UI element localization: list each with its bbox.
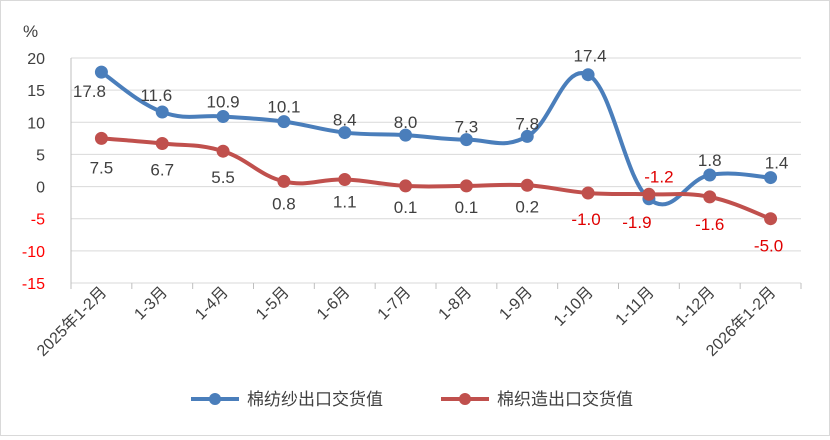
data-labels: 17.8 11.6 10.9 10.1 8.4 8.0 7.3 7.8 17.4 -1.9 1.8 1… xyxy=(73,47,789,256)
series-point xyxy=(703,168,717,182)
data-label: 5.5 xyxy=(211,168,235,187)
data-label: 1.4 xyxy=(765,154,789,173)
series-point xyxy=(764,171,778,185)
x-tick-label: 1-7月 xyxy=(375,284,415,324)
series-point xyxy=(520,129,534,143)
y-tick-label: 0 xyxy=(36,180,45,197)
data-label: 0.2 xyxy=(515,197,539,216)
data-label: -1.6 xyxy=(695,215,724,234)
x-tick-label: 1-8月 xyxy=(436,284,476,324)
data-label: 8.4 xyxy=(333,111,357,130)
series-point xyxy=(94,65,108,79)
x-tick-label: 1-4月 xyxy=(192,284,232,324)
data-label: 10.9 xyxy=(207,93,240,112)
series-point xyxy=(520,178,534,192)
data-label: 1.1 xyxy=(333,193,357,212)
x-tick-label: 1-6月 xyxy=(314,284,354,324)
series-group xyxy=(94,65,778,226)
series-point xyxy=(216,110,230,123)
data-label: 0.8 xyxy=(272,194,296,213)
series-point xyxy=(642,187,656,201)
data-label: -1.2 xyxy=(644,167,673,186)
x-tick-label: 1-3月 xyxy=(131,284,171,324)
series-point xyxy=(277,115,291,129)
series-point xyxy=(703,190,717,204)
series-point xyxy=(459,133,473,147)
data-label: 0.1 xyxy=(394,198,418,217)
legend-label: 棉纺纱出口交货值 xyxy=(247,390,383,409)
data-label: 8.0 xyxy=(394,113,418,132)
x-tick-label: 2025年1-2月 xyxy=(33,283,110,360)
data-label: 0.1 xyxy=(455,198,479,217)
series-point xyxy=(338,126,352,140)
x-tick-label: 1-12月 xyxy=(673,284,719,330)
y-tick-label: 15 xyxy=(27,83,45,100)
data-label: -1.9 xyxy=(622,213,651,232)
series-point xyxy=(216,144,230,158)
series-point xyxy=(459,179,473,193)
x-tick-label: 1-5月 xyxy=(253,284,293,324)
series-point xyxy=(399,179,413,193)
data-label: 11.6 xyxy=(140,86,172,105)
series-point xyxy=(277,174,291,188)
data-label: 17.4 xyxy=(574,47,607,66)
y-tick-label: 10 xyxy=(27,115,45,132)
y-tick-label: -10 xyxy=(22,244,45,261)
data-label: -5.0 xyxy=(754,237,783,256)
y-tick-label: 5 xyxy=(36,147,45,164)
x-tick-label: 1-10月 xyxy=(551,284,597,330)
x-tick-label: 1-9月 xyxy=(496,284,536,324)
legend: 棉纺纱出口交货值 棉织造出口交货值 xyxy=(191,390,633,409)
series-point xyxy=(764,212,778,226)
data-label: 1.8 xyxy=(698,151,722,170)
data-label: 7.3 xyxy=(455,118,479,137)
data-label: 7.5 xyxy=(90,158,114,177)
y-tick-label: -5 xyxy=(31,212,45,229)
unit-label: % xyxy=(23,22,38,41)
data-label: 6.7 xyxy=(150,161,174,180)
legend-label: 棉织造出口交货值 xyxy=(497,390,633,409)
y-tick-label: -15 xyxy=(22,276,45,293)
series-point xyxy=(94,131,108,145)
legend-swatch-marker xyxy=(459,393,471,405)
gridlines xyxy=(71,57,801,284)
data-label: -1.0 xyxy=(571,210,600,229)
series-point xyxy=(581,68,595,82)
x-tick-label: 1-11月 xyxy=(613,284,658,329)
x-axis: 2025年1-2月 1-3月 1-4月 1-5月 1-6月 1-7月 1-8月 1-9月 1-1… xyxy=(33,283,802,360)
series-point xyxy=(338,173,352,186)
series-point xyxy=(399,128,413,142)
legend-swatch-marker xyxy=(209,393,221,405)
series-point xyxy=(155,105,169,119)
y-tick-label: 20 xyxy=(27,51,45,68)
series-point xyxy=(155,137,169,150)
data-label: 7.8 xyxy=(515,114,539,133)
data-label: 10.1 xyxy=(267,98,300,117)
data-label: 17.8 xyxy=(73,82,106,101)
y-axis: 20 15 10 5 0 -5 -10 -15 xyxy=(22,51,72,293)
series-point xyxy=(581,186,595,200)
